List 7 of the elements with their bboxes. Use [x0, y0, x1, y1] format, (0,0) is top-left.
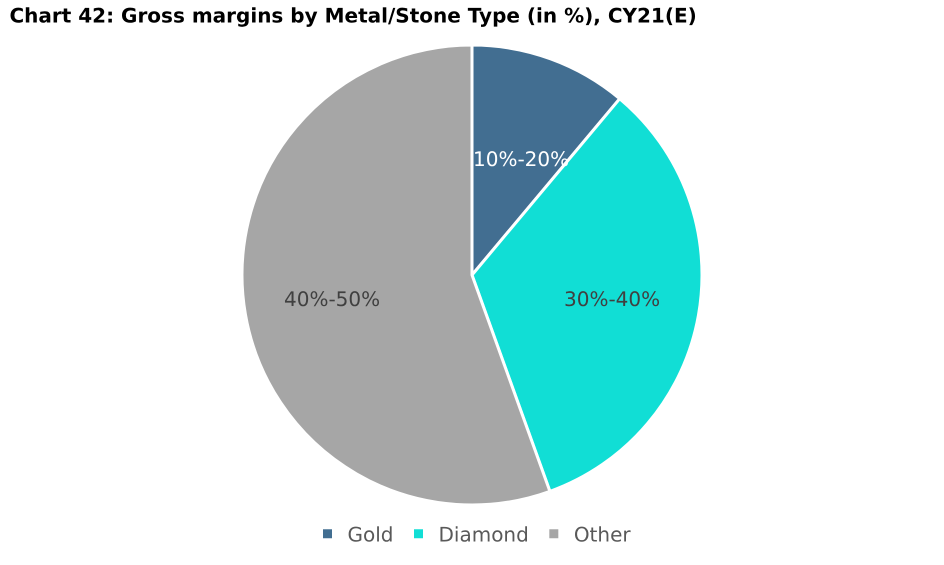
- legend-label: Diamond: [438, 522, 529, 546]
- legend-label: Gold: [348, 522, 394, 546]
- chart-title: Chart 42: Gross margins by Metal/Stone Type (in %), CY21(E): [9, 3, 697, 28]
- legend-label: Other: [574, 522, 632, 546]
- text: 30%-40%: [564, 287, 660, 311]
- text: 10%-20%: [473, 147, 570, 171]
- text: 40%-50%: [284, 287, 380, 311]
